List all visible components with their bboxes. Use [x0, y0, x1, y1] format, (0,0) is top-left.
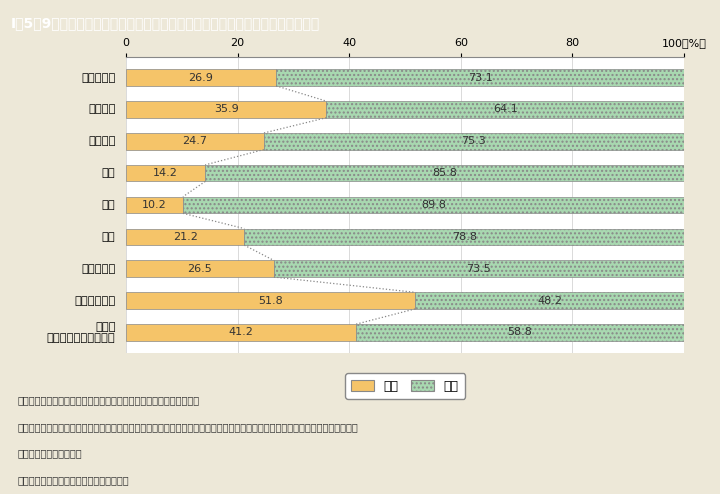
- Text: 21.2: 21.2: [173, 232, 197, 242]
- Bar: [126, 197, 183, 213]
- Bar: [415, 292, 684, 309]
- Text: I－5－9図　専門分野別に見た大学等の研究本務者の男女別割合（平成２８年）: I－5－9図 専門分野別に見た大学等の研究本務者の男女別割合（平成２８年）: [11, 16, 320, 30]
- Text: 78.8: 78.8: [451, 232, 477, 242]
- Bar: [276, 69, 684, 86]
- Bar: [274, 260, 684, 277]
- Text: 75.3: 75.3: [462, 136, 486, 146]
- Text: （備考）１．総務省「科学技術研究調査」（平成２８年）より作成。: （備考）１．総務省「科学技術研究調査」（平成２８年）より作成。: [18, 395, 200, 405]
- Text: 26.9: 26.9: [189, 73, 214, 82]
- Text: 64.1: 64.1: [492, 104, 518, 115]
- Text: 89.8: 89.8: [421, 200, 446, 210]
- Text: 10.2: 10.2: [142, 200, 167, 210]
- Bar: [126, 324, 356, 341]
- Bar: [126, 101, 326, 118]
- Text: 14.2: 14.2: [153, 168, 178, 178]
- Bar: [126, 229, 244, 245]
- Text: 85.8: 85.8: [432, 168, 457, 178]
- Text: 26.5: 26.5: [187, 264, 212, 274]
- Bar: [126, 69, 276, 86]
- Bar: [205, 165, 684, 181]
- Text: 24.7: 24.7: [182, 136, 207, 146]
- Bar: [126, 165, 205, 181]
- Bar: [356, 324, 684, 341]
- Text: 41.2: 41.2: [228, 328, 253, 337]
- Bar: [244, 229, 684, 245]
- Text: ３．平成２８年３月３１日現在。: ３．平成２８年３月３１日現在。: [18, 475, 130, 485]
- Text: 58.8: 58.8: [508, 328, 532, 337]
- Bar: [264, 133, 684, 150]
- Text: ２．「大学等」は，大学の学部（大学院の研究科を含む。），短期大学，高等専門学校，大学附置研究所及び大学共同利: ２．「大学等」は，大学の学部（大学院の研究科を含む。），短期大学，高等専門学校，…: [18, 422, 359, 432]
- Bar: [183, 197, 684, 213]
- Legend: 女性, 男性: 女性, 男性: [345, 373, 465, 399]
- Text: 用機関等。: 用機関等。: [18, 449, 83, 458]
- Text: 51.8: 51.8: [258, 295, 283, 306]
- Text: 73.5: 73.5: [467, 264, 491, 274]
- Text: 48.2: 48.2: [537, 295, 562, 306]
- Bar: [126, 260, 274, 277]
- Bar: [326, 101, 684, 118]
- Text: 73.1: 73.1: [468, 73, 492, 82]
- Bar: [126, 292, 415, 309]
- Text: 35.9: 35.9: [214, 104, 238, 115]
- Bar: [126, 133, 264, 150]
